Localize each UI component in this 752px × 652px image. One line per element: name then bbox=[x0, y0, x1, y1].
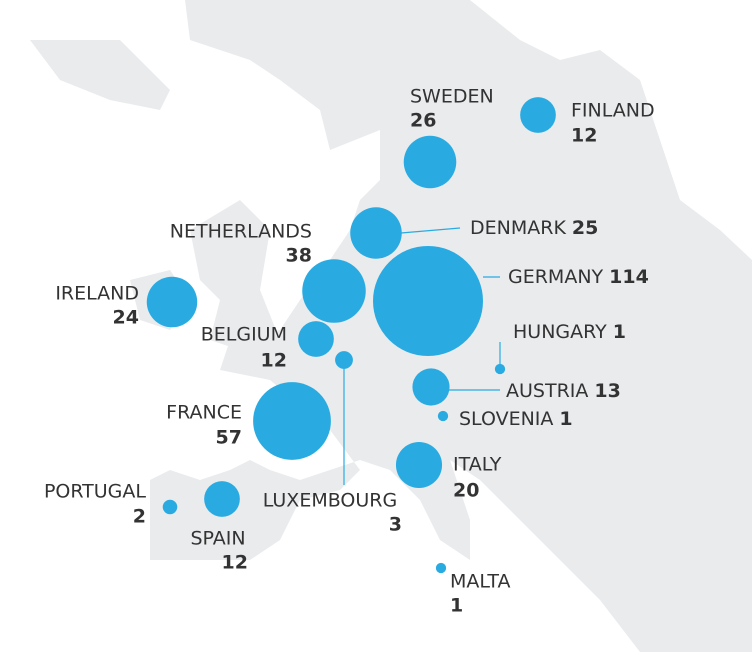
bubble bbox=[373, 246, 483, 356]
country-label: DENMARK 25 bbox=[470, 217, 598, 239]
bubbles bbox=[146, 97, 556, 574]
country-name: GERMANY bbox=[508, 266, 604, 288]
country-name: FINLAND bbox=[571, 100, 655, 122]
country-name: BELGIUM bbox=[201, 324, 287, 346]
bubble bbox=[520, 97, 556, 133]
country-value: 1 bbox=[559, 408, 572, 430]
country-label: GERMANY 114 bbox=[508, 266, 649, 288]
country-name: ITALY bbox=[453, 454, 502, 476]
country-name: IRELAND bbox=[55, 283, 139, 305]
bubble bbox=[335, 351, 353, 369]
country-name: NETHERLANDS bbox=[170, 221, 312, 243]
country-value: 12 bbox=[261, 350, 287, 372]
bubble bbox=[412, 368, 450, 406]
country-value: 13 bbox=[594, 380, 620, 402]
bubble bbox=[298, 321, 334, 357]
bubble bbox=[253, 382, 331, 460]
country-value: 38 bbox=[286, 245, 312, 267]
bubble bbox=[162, 499, 178, 515]
country-name: DENMARK bbox=[470, 217, 566, 239]
country-name: FRANCE bbox=[166, 402, 242, 424]
country-name: LUXEMBOURG bbox=[263, 490, 397, 512]
country-value: 114 bbox=[609, 266, 649, 288]
bubble bbox=[494, 363, 506, 375]
country-value: 12 bbox=[571, 125, 597, 147]
country-value: 57 bbox=[216, 427, 242, 449]
country-value: 20 bbox=[453, 480, 479, 502]
country-value: 1 bbox=[450, 595, 463, 617]
bubble bbox=[435, 562, 447, 574]
country-name: MALTA bbox=[450, 571, 511, 593]
bubble bbox=[350, 207, 402, 259]
country-value: 26 bbox=[410, 110, 436, 132]
country-value: 3 bbox=[389, 514, 402, 536]
country-name: HUNGARY bbox=[513, 321, 607, 343]
country-value: 25 bbox=[572, 217, 598, 239]
country-value: 12 bbox=[222, 552, 248, 574]
country-value: 24 bbox=[113, 307, 139, 329]
country-name: SPAIN bbox=[190, 528, 245, 550]
bubble bbox=[437, 410, 449, 422]
country-value: 1 bbox=[613, 321, 626, 343]
bubble bbox=[403, 135, 457, 189]
country-label: SLOVENIA 1 bbox=[459, 408, 573, 430]
country-name: SWEDEN bbox=[410, 86, 494, 108]
country-label: AUSTRIA 13 bbox=[506, 380, 621, 402]
leader-line bbox=[400, 227, 461, 234]
country-name: SLOVENIA bbox=[459, 408, 553, 430]
bubble bbox=[146, 276, 198, 328]
country-name: PORTUGAL bbox=[44, 481, 146, 503]
country-value: 2 bbox=[133, 506, 146, 528]
bubble bbox=[302, 259, 366, 323]
country-name: AUSTRIA bbox=[506, 380, 588, 402]
bubble bbox=[395, 441, 443, 489]
country-label: HUNGARY 1 bbox=[513, 321, 626, 343]
bubble bbox=[204, 481, 240, 517]
